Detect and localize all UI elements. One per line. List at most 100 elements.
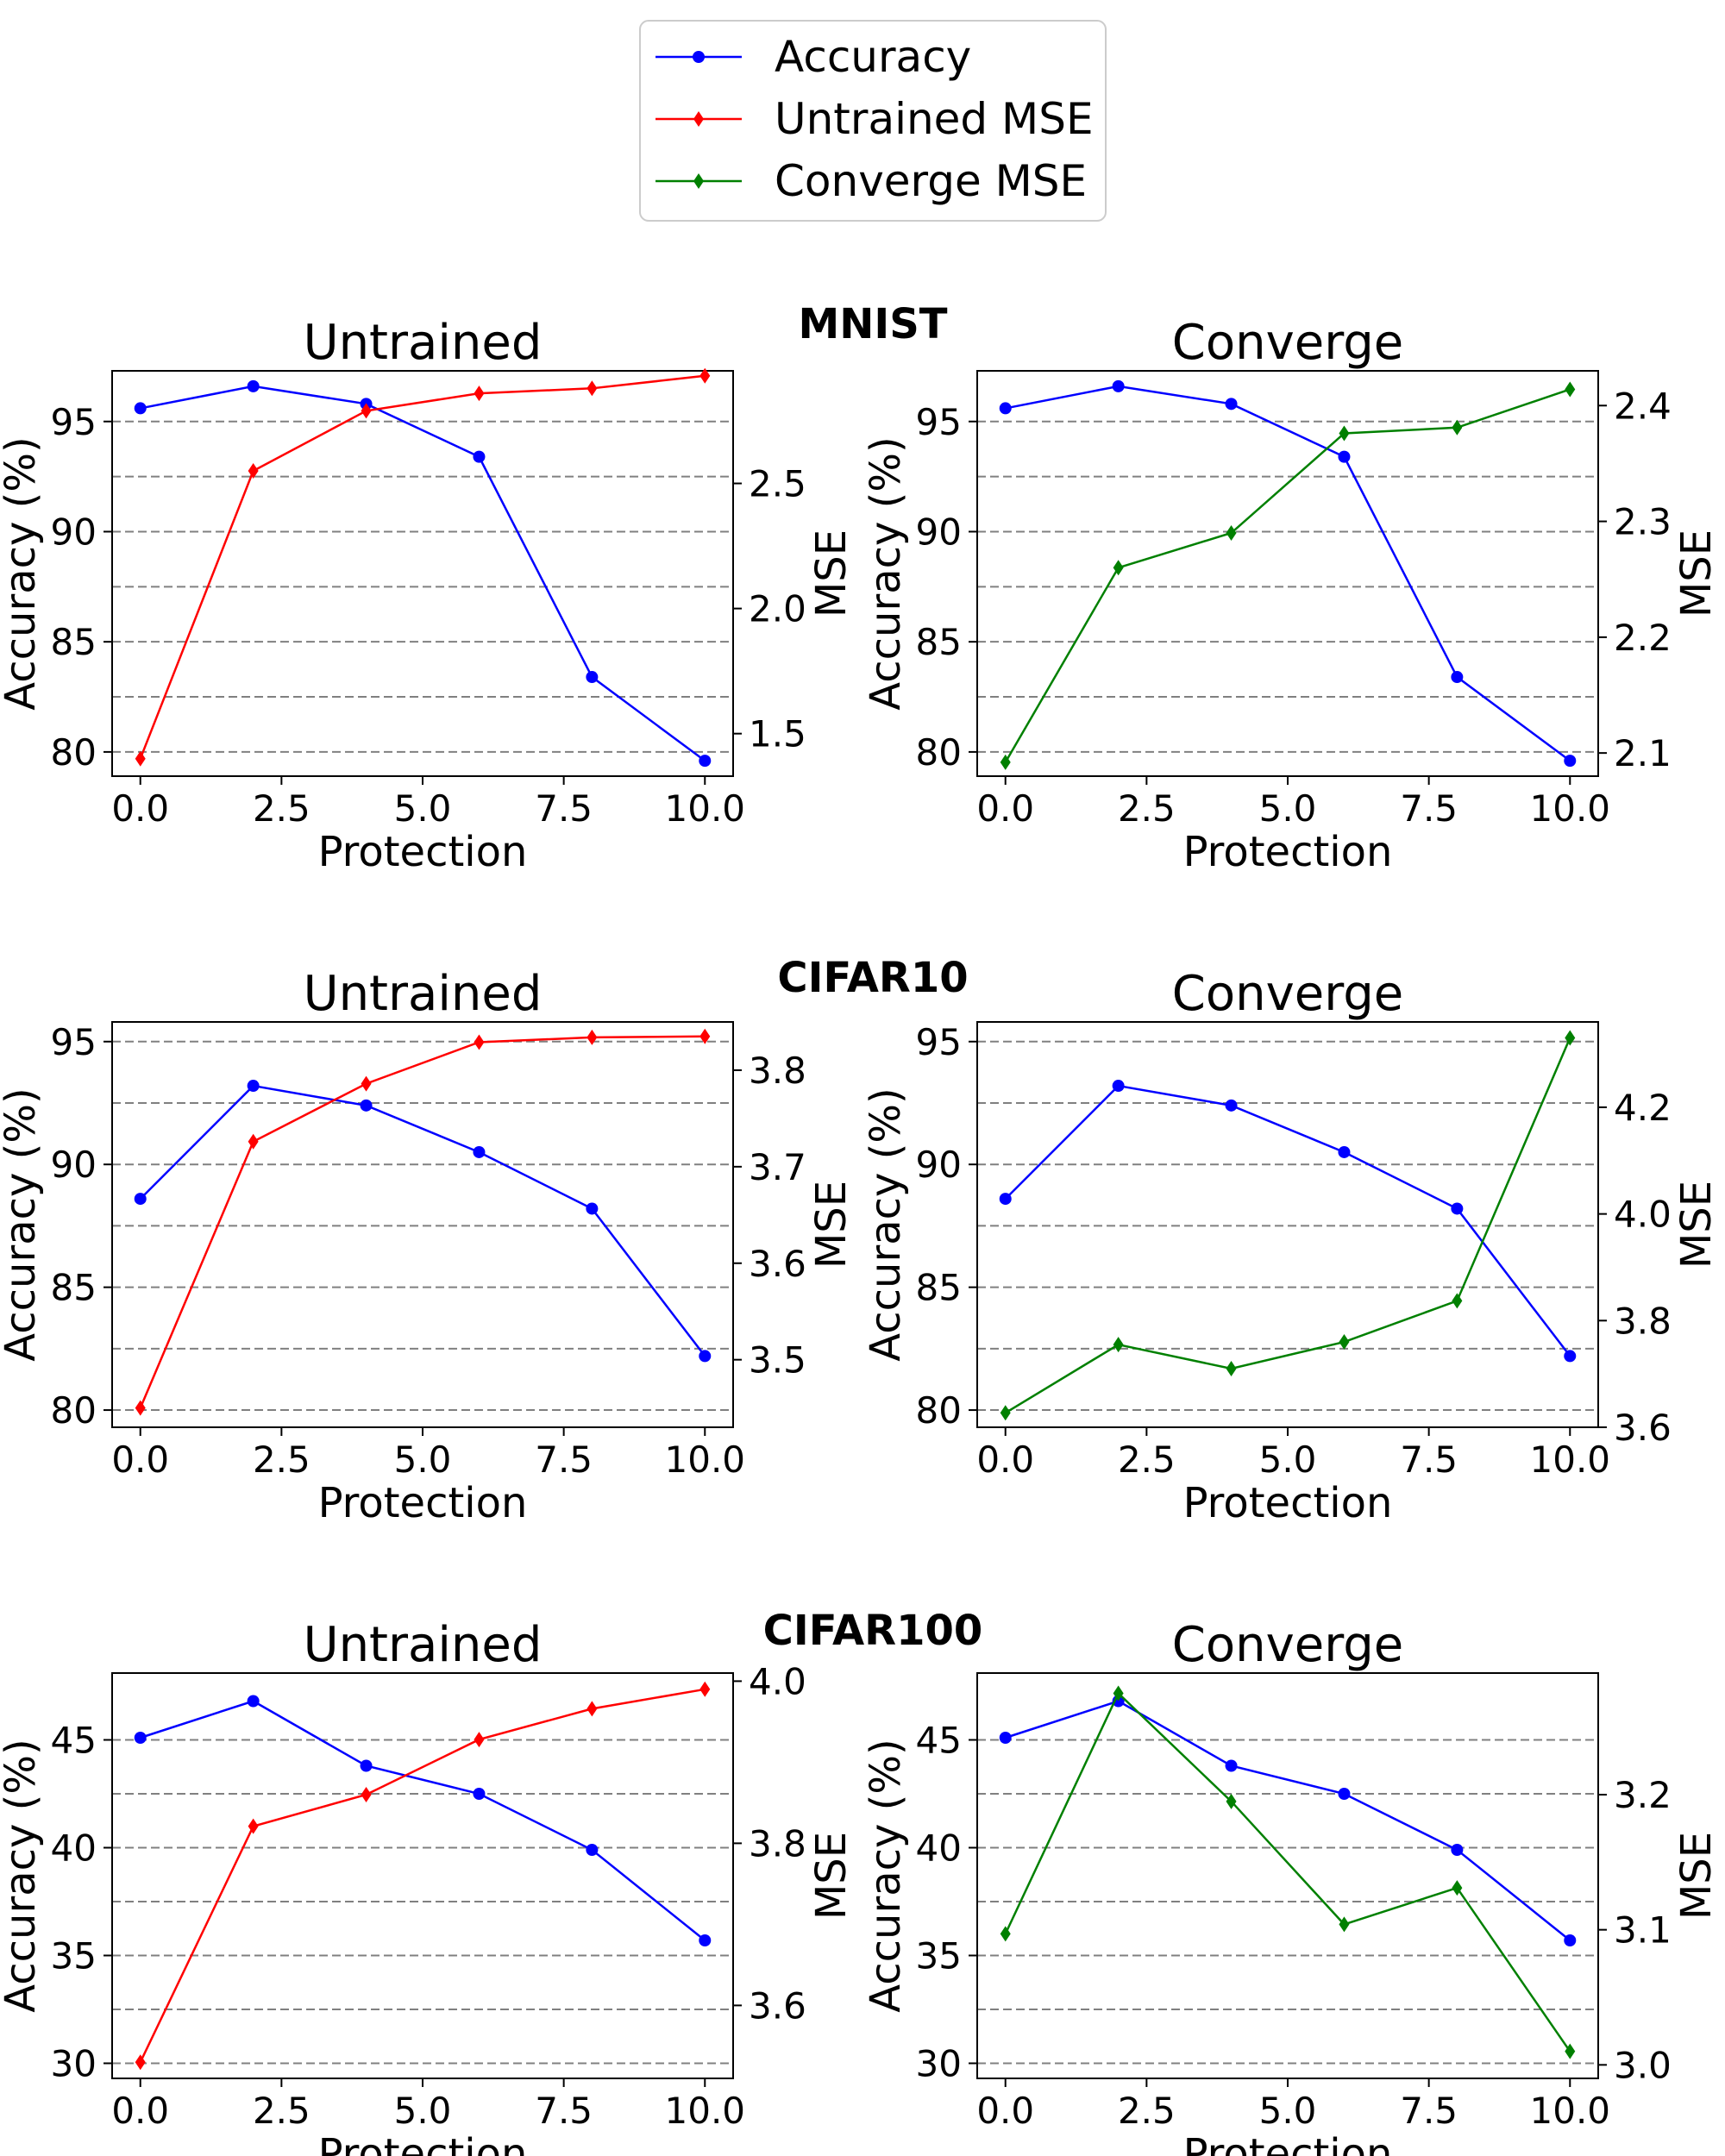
- plot-frame: [976, 1021, 1599, 1428]
- x-tick-label: 0.0: [111, 1438, 169, 1481]
- data-point: [1565, 381, 1576, 398]
- legend-label: Untrained MSE: [775, 94, 1094, 144]
- y2-tick-label: 3.5: [749, 1339, 806, 1382]
- data-point: [999, 402, 1012, 415]
- data-point: [473, 450, 486, 463]
- x-tick-label: 10.0: [665, 1438, 746, 1481]
- data-point: [474, 1034, 485, 1050]
- data-point: [1000, 754, 1011, 770]
- plot-frame: [976, 370, 1599, 777]
- data-point: [247, 1695, 260, 1708]
- x-tick-label: 2.5: [253, 787, 310, 830]
- series-untrained-mse: [135, 367, 711, 767]
- y2-tick-label: 2.4: [1614, 385, 1672, 427]
- y2-tick-label: 2.1: [1614, 732, 1672, 774]
- legend-marker: [693, 51, 705, 63]
- chart-title: Untrained: [304, 315, 543, 371]
- y2-axis-label: MSE: [807, 1181, 856, 1269]
- y-tick-label: 95: [51, 1021, 97, 1063]
- legend-entry: Converge MSE: [656, 156, 1087, 206]
- x-axis-label: Protection: [1183, 2130, 1393, 2156]
- x-tick-label: 10.0: [1530, 2090, 1611, 2132]
- legend-frame: [639, 20, 1107, 222]
- series-line: [140, 385, 706, 762]
- y2-axis-label: MSE: [1672, 1181, 1721, 1269]
- series-accuracy: [999, 1695, 1577, 1946]
- y2-axis-label: MSE: [807, 530, 856, 617]
- y2-tick-label: 2.5: [749, 463, 806, 505]
- data-point: [1112, 1080, 1125, 1093]
- data-point: [586, 1202, 599, 1215]
- x-tick-label: 7.5: [535, 787, 593, 830]
- data-point: [1451, 671, 1464, 684]
- series-line: [139, 1688, 706, 2063]
- y-tick-label: 95: [916, 1021, 962, 1063]
- y2-tick-label: 3.8: [1614, 1300, 1672, 1342]
- y-axis-label: Accuracy (%): [862, 436, 910, 710]
- series-converge-mse: [1000, 381, 1576, 770]
- y-tick-label: 30: [916, 2043, 962, 2085]
- data-point: [1565, 2043, 1576, 2059]
- data-point: [1451, 1202, 1464, 1215]
- data-point: [248, 1818, 259, 1834]
- data-point: [1452, 1293, 1463, 1309]
- legend-label: Accuracy: [775, 32, 971, 82]
- x-tick-label: 5.0: [1259, 787, 1317, 830]
- y-axis-label: Accuracy (%): [862, 1739, 910, 2012]
- data-point: [1000, 1405, 1011, 1421]
- chart-mnist-untrained: 0.0 2.5 5.0 7.5 10.0 80 85 90 95 1.5 2.0 2.5 Untrain…: [0, 315, 856, 876]
- y-tick-label: 40: [51, 1827, 97, 1870]
- y-tick-label: 45: [51, 1720, 97, 1762]
- legend-marker: [693, 111, 704, 127]
- chart-title: Converge: [1172, 1617, 1404, 1673]
- charts: 0.0 2.5 5.0 7.5 10.0 80 85 90 95 1.5 2.0 2.5 Untrain…: [0, 315, 1721, 2156]
- series-accuracy: [134, 1695, 712, 1946]
- data-point: [473, 1145, 486, 1158]
- data-point: [1226, 1360, 1237, 1376]
- x-tick-label: 0.0: [111, 2090, 169, 2132]
- data-point: [1113, 1685, 1124, 1702]
- y-tick-label: 30: [51, 2043, 97, 2085]
- data-point: [699, 1350, 712, 1363]
- data-point: [1338, 450, 1351, 463]
- legend: Accuracy Untrained MSE Converge MSE: [639, 20, 1107, 222]
- data-point: [586, 1029, 598, 1045]
- dataset-title-cifar10: CIFAR10: [777, 954, 968, 1002]
- y2-axis-label: MSE: [1672, 530, 1721, 617]
- data-point: [1226, 1793, 1237, 1809]
- y2-tick-label: 1.5: [749, 713, 806, 755]
- x-axis-label: Protection: [318, 2130, 528, 2156]
- data-point: [1225, 1099, 1238, 1112]
- dataset-title-mnist: MNIST: [798, 300, 947, 348]
- y2-tick-label: 4.2: [1614, 1087, 1672, 1129]
- chart-cifar100-untrained: 0.0 2.5 5.0 7.5 10.0 30 35 40 45 3.6 3.8 4.0 Untrain…: [0, 1617, 856, 2156]
- data-point: [1112, 379, 1125, 392]
- data-point: [1113, 560, 1124, 576]
- x-axis-label: Protection: [318, 828, 528, 876]
- x-tick-label: 10.0: [665, 2090, 746, 2132]
- data-point: [699, 1934, 712, 1946]
- series-line: [1004, 1691, 1571, 2053]
- data-point: [699, 755, 712, 768]
- data-point: [247, 1080, 260, 1093]
- y-tick-label: 90: [916, 1144, 962, 1186]
- data-point: [586, 1701, 598, 1717]
- data-point: [1339, 425, 1350, 442]
- x-axis-label: Protection: [318, 1479, 528, 1527]
- data-point: [361, 1787, 372, 1802]
- x-tick-label: 5.0: [394, 787, 452, 830]
- y-tick-label: 90: [51, 1144, 97, 1186]
- y-tick-label: 95: [51, 401, 97, 443]
- chart-cifar100-converge: 0.0 2.5 5.0 7.5 10.0 30 35 40 45 3.0 3.1 3.2 Converg…: [862, 1617, 1721, 2156]
- series-untrained-mse: [135, 1681, 711, 2071]
- y-tick-label: 80: [916, 1389, 962, 1432]
- series-line: [1004, 388, 1571, 763]
- series-converge-mse: [1000, 1685, 1576, 2059]
- series-accuracy: [999, 1080, 1577, 1363]
- series-accuracy: [134, 379, 712, 768]
- data-point: [699, 1028, 711, 1044]
- data-point: [1225, 1759, 1238, 1772]
- data-point: [135, 1400, 146, 1416]
- y2-tick-label: 2.3: [1614, 501, 1672, 543]
